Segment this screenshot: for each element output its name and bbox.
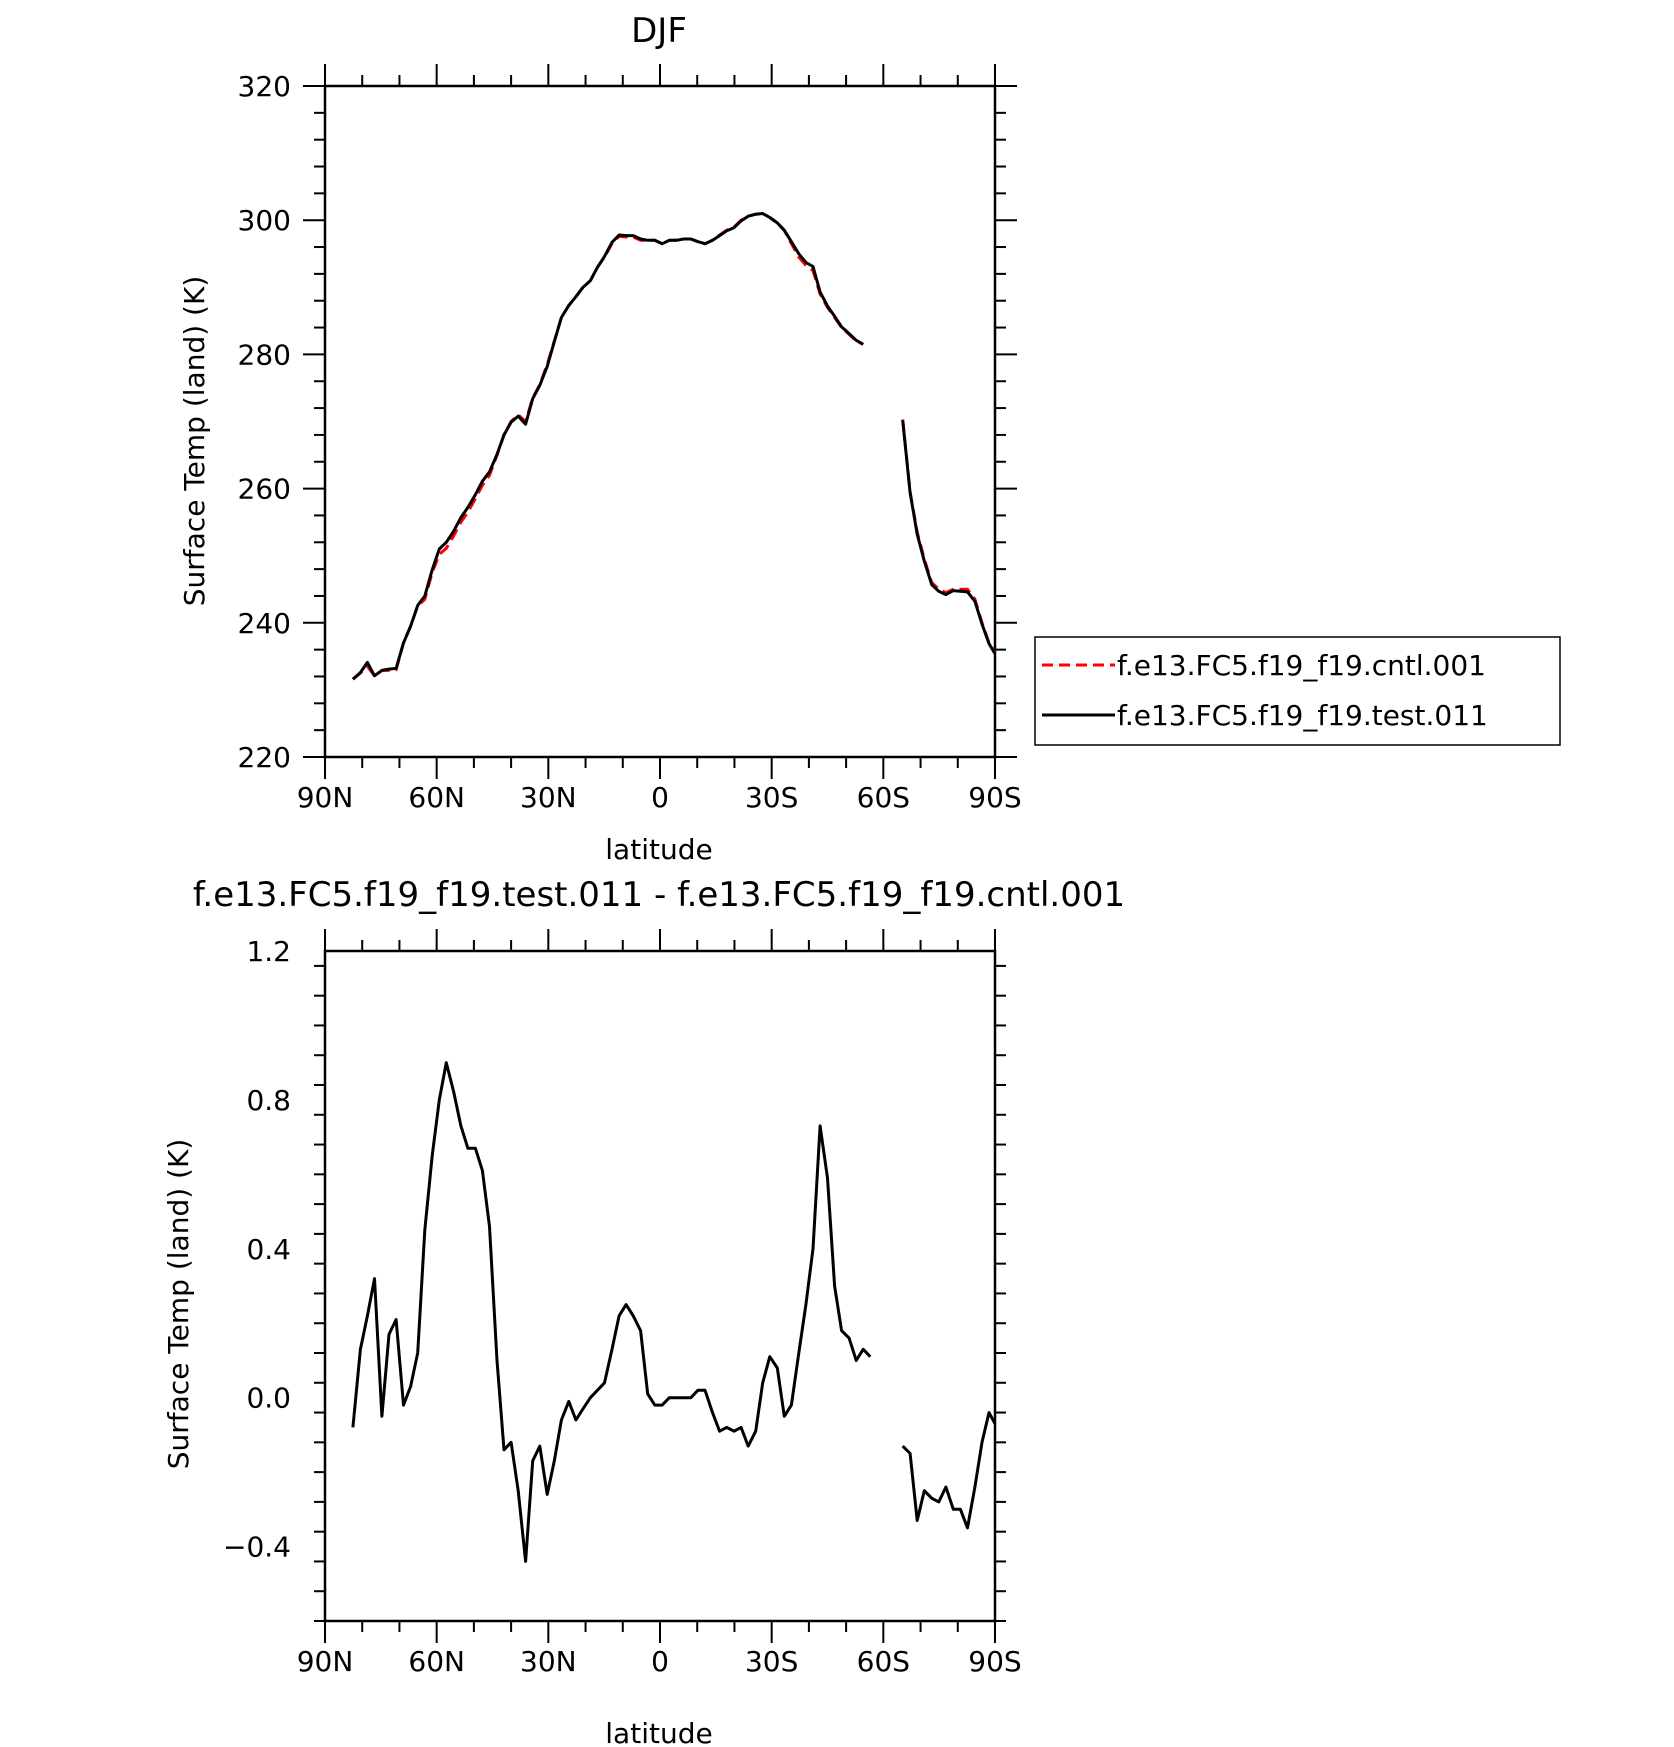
bottom-x-tick-label: 60N [408, 1645, 465, 1678]
bottom-y-tick-label: 0.8 [246, 1084, 291, 1117]
top-x-tick-label: 60S [857, 781, 910, 814]
bottom-y-tick-label: 0.0 [246, 1382, 291, 1415]
bottom-series-0-line-0 [351, 1061, 872, 1563]
bottom-x-tick-label: 60S [857, 1645, 910, 1678]
bottom-y-tick-label: −0.4 [223, 1531, 291, 1564]
bottom-x-tick-label: 90S [968, 1645, 1021, 1678]
bottom-x-tick-label: 30N [520, 1645, 577, 1678]
top-y-tick-label: 220 [238, 741, 291, 774]
top-x-tick-label: 30N [520, 781, 577, 814]
panel-bottom: f.e13.FC5.f19_f19.test.011 - f.e13.FC5.f… [162, 875, 1125, 1747]
legend: f.e13.FC5.f19_f19.cntl.001 f.e13.FC5.f19… [1034, 636, 1561, 746]
top-x-tick-label: 60N [408, 781, 465, 814]
legend-box [1034, 636, 1561, 746]
top-series-1-line-1 [901, 420, 997, 655]
bottom-chart-title: f.e13.FC5.f19_f19.test.011 - f.e13.FC5.f… [193, 875, 1125, 915]
bottom-y-axis-label: Surface Temp (land) (K) [162, 1139, 195, 1470]
bottom-plot-frame [323, 949, 997, 1623]
top-x-tick-label: 90N [297, 781, 354, 814]
bottom-y-tick-label: 1.2 [246, 935, 291, 968]
top-chart-title: DJF [631, 11, 687, 51]
legend-label-cntl: f.e13.FC5.f19_f19.cntl.001 [1117, 649, 1486, 682]
top-plot-frame [323, 84, 997, 759]
bottom-x-tick-label: 90N [297, 1645, 354, 1678]
top-x-tick-label: 0 [651, 781, 669, 814]
top-y-tick-label: 280 [238, 338, 291, 371]
bottom-y-tick-label: 0.4 [246, 1233, 291, 1266]
bottom-x-tick-label: 30S [745, 1645, 798, 1678]
bottom-x-tick-label: 0 [651, 1645, 669, 1678]
top-x-axis-label: latitude [605, 833, 712, 866]
top-y-tick-label: 300 [238, 204, 291, 237]
top-y-tick-label: 320 [238, 70, 291, 103]
panel-top: DJF latitude Surface Temp (land) (K) 90N… [178, 11, 1022, 866]
top-series-0-line-0 [351, 212, 864, 681]
bottom-x-axis-label: latitude [605, 1717, 712, 1747]
top-y-tick-label: 240 [238, 607, 291, 640]
top-x-tick-label: 90S [968, 781, 1021, 814]
top-series-1-line-0 [351, 212, 864, 681]
top-y-tick-label: 260 [238, 473, 291, 506]
legend-label-test: f.e13.FC5.f19_f19.test.011 [1117, 699, 1488, 732]
bottom-series-0-line-1 [901, 1411, 997, 1530]
top-x-tick-label: 30S [745, 781, 798, 814]
top-y-axis-label: Surface Temp (land) (K) [178, 276, 211, 607]
